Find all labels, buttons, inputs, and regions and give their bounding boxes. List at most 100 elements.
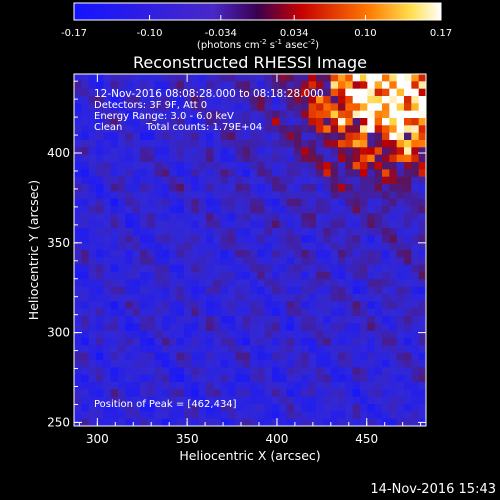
- heatmap-cell: [360, 338, 368, 346]
- heatmap-cell: [132, 132, 141, 141]
- heatmap-cell: [191, 404, 200, 412]
- heatmap-cell: [272, 338, 280, 346]
- heatmap-cell: [382, 323, 390, 332]
- heatmap-cell: [338, 308, 346, 317]
- heatmap-cell: [272, 301, 280, 310]
- heatmap-cell: [140, 242, 148, 251]
- heatmap-cell: [345, 140, 354, 148]
- heatmap-cell: [228, 220, 236, 229]
- heatmap-cell: [162, 191, 170, 200]
- heatmap-cell: [235, 316, 244, 324]
- heatmap-cell: [103, 191, 112, 200]
- heatmap-cell: [352, 213, 361, 222]
- heatmap-cell: [367, 176, 376, 185]
- heatmap-cell: [147, 316, 156, 324]
- heatmap-cell: [323, 382, 332, 390]
- heatmap-cell: [389, 367, 398, 376]
- heatmap-cell: [103, 96, 112, 104]
- heatmap-cell: [154, 96, 163, 104]
- heatmap-cell: [162, 125, 170, 134]
- heatmap-cell: [88, 88, 97, 97]
- heatmap-cell: [154, 125, 163, 134]
- heatmap-cell: [360, 418, 368, 427]
- heatmap-cell: [323, 352, 332, 361]
- heatmap-cell: [279, 125, 288, 134]
- heatmap-cell: [198, 330, 207, 339]
- heatmap-cell: [264, 118, 273, 126]
- heatmap-cell: [176, 301, 185, 310]
- heatmap-cell: [88, 279, 97, 288]
- heatmap-cell: [88, 301, 97, 310]
- heatmap-cell: [191, 330, 200, 339]
- heatmap-cell: [110, 147, 119, 156]
- heatmap-cell: [257, 345, 266, 354]
- heatmap-cell: [132, 206, 141, 214]
- heatmap-cell: [81, 198, 90, 207]
- heatmap-cell: [118, 81, 126, 90]
- y-axis-label: Heliocentric Y (arcsec): [26, 180, 41, 320]
- heatmap-cell: [176, 213, 185, 222]
- heatmap-cell: [338, 367, 346, 376]
- heatmap-cell: [418, 220, 427, 229]
- heatmap-cell: [411, 330, 420, 339]
- annotation-peak: Position of Peak = [462,434]: [94, 399, 237, 410]
- heatmap-cell: [316, 272, 324, 280]
- heatmap-cell: [367, 191, 376, 200]
- heatmap-cell: [316, 191, 324, 200]
- heatmap-cell: [323, 279, 332, 288]
- heatmap-cell: [88, 213, 97, 222]
- heatmap-cell: [220, 132, 229, 141]
- heatmap-cell: [132, 338, 141, 346]
- heatmap-cell: [272, 191, 280, 200]
- heatmap-cell: [88, 257, 97, 266]
- heatmap-cell: [286, 176, 295, 185]
- heatmap-cell: [228, 213, 236, 222]
- heatmap-cell: [110, 213, 119, 222]
- heatmap-cell: [132, 411, 141, 420]
- heatmap-cell: [213, 220, 222, 229]
- heatmap-cell: [235, 132, 244, 141]
- heatmap-cell: [176, 418, 185, 427]
- heatmap-cell: [382, 389, 390, 398]
- heatmap-cell: [118, 382, 126, 390]
- heatmap-cell: [257, 367, 266, 376]
- heatmap-cell: [323, 396, 332, 405]
- heatmap-cell: [294, 220, 302, 229]
- heatmap-cell: [184, 294, 192, 302]
- heatmap-cell: [110, 257, 119, 266]
- heatmap-cell: [389, 169, 398, 178]
- heatmap-cell: [330, 382, 339, 390]
- heatmap-cell: [191, 169, 200, 178]
- heatmap-cell: [308, 184, 317, 192]
- heatmap-cell: [74, 96, 82, 104]
- heatmap-cell: [191, 206, 200, 214]
- heatmap-cell: [110, 228, 119, 236]
- heatmap-cell: [147, 352, 156, 361]
- heatmap-cell: [264, 352, 273, 361]
- heatmap-cell: [147, 396, 156, 405]
- heatmap-cell: [125, 140, 134, 148]
- heatmap-cell: [110, 242, 119, 251]
- heatmap-cell: [418, 176, 427, 185]
- heatmap-cell: [411, 374, 420, 383]
- heatmap-cell: [396, 154, 405, 163]
- heatmap-cell: [103, 162, 112, 170]
- heatmap-cell: [294, 411, 302, 420]
- heatmap-cell: [374, 396, 383, 405]
- heatmap-cell: [345, 330, 354, 339]
- heatmap-cell: [323, 316, 332, 324]
- heatmap-cell: [323, 74, 332, 82]
- heatmap-cell: [338, 250, 346, 258]
- heatmap-cell: [396, 250, 405, 258]
- heatmap-cell: [125, 169, 134, 178]
- heatmap-cell: [220, 140, 229, 148]
- heatmap-cell: [418, 367, 427, 376]
- heatmap-cell: [264, 162, 273, 170]
- heatmap-cell: [110, 352, 119, 361]
- heatmap-cell: [360, 360, 368, 368]
- colorbar-unit-label: (photons cm-2 s-1 asec-2): [197, 38, 319, 51]
- heatmap-cell: [272, 220, 280, 229]
- heatmap-cell: [88, 235, 97, 244]
- heatmap-cell: [125, 96, 134, 104]
- heatmap-cell: [360, 140, 368, 148]
